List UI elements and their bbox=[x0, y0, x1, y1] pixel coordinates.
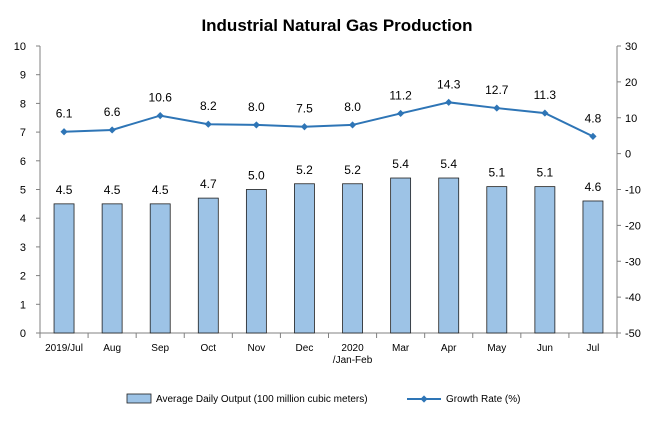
line-data-label: 11.3 bbox=[534, 88, 557, 102]
right-tick-label: 0 bbox=[625, 149, 631, 161]
line-data-label: 4.8 bbox=[585, 111, 602, 125]
bar bbox=[438, 177, 460, 334]
bar bbox=[197, 197, 219, 334]
legend-bar-swatch bbox=[126, 393, 152, 404]
legend: Average Daily Output (100 million cubic … bbox=[126, 393, 520, 405]
legend-bar-label: Average Daily Output (100 million cubic … bbox=[156, 394, 368, 405]
right-tick-label: 10 bbox=[625, 113, 637, 125]
bar-data-label: 5.2 bbox=[296, 163, 313, 177]
line-marker bbox=[348, 121, 357, 129]
right-tick-label: -40 bbox=[625, 292, 641, 304]
line-data-label: 6.1 bbox=[56, 107, 73, 121]
right-tick-label: -10 bbox=[625, 185, 641, 197]
line-data-label: 11.2 bbox=[389, 88, 412, 102]
x-tick-label: Aug bbox=[103, 343, 121, 354]
line-data-labels: 6.1 6.6 10.6 8.2 8.0 7.5 8.0 11.2 14.3 12.7 11.3 4.… bbox=[56, 77, 602, 125]
x-tick-label: 2020/Jan-Feb bbox=[333, 343, 373, 366]
bar-data-label: 4.5 bbox=[56, 183, 73, 197]
x-tick-label: Sep bbox=[151, 343, 169, 354]
line-data-label: 8.0 bbox=[344, 100, 361, 114]
legend-line-marker bbox=[420, 395, 428, 403]
line-marker bbox=[156, 111, 164, 120]
line-series bbox=[60, 98, 597, 141]
bar-data-label: 4.6 bbox=[585, 180, 602, 194]
bar-data-labels: 4.5 4.5 4.5 4.7 5.0 5.2 5.2 5.4 5.4 5.1 5.1 4.6 bbox=[56, 157, 602, 197]
x-tick-label: 2019/Jul bbox=[45, 343, 83, 354]
bar-data-label: 5.1 bbox=[488, 166, 505, 180]
bar bbox=[342, 183, 363, 334]
left-tick-label: 9 bbox=[20, 70, 26, 82]
left-tick-label: 4 bbox=[20, 213, 26, 225]
bar-series bbox=[53, 177, 604, 334]
x-tick-label: May bbox=[487, 343, 506, 354]
x-tick-label: Nov bbox=[247, 343, 265, 354]
right-tick-label: -50 bbox=[625, 328, 641, 340]
bar bbox=[101, 203, 123, 334]
bar bbox=[534, 186, 556, 334]
bar-data-label: 5.4 bbox=[440, 157, 457, 171]
right-tick-label: -30 bbox=[625, 256, 641, 268]
x-tick-label: Jul bbox=[587, 343, 600, 354]
line-marker bbox=[252, 121, 260, 129]
line-data-label: 14.3 bbox=[437, 77, 461, 91]
line-data-label: 6.6 bbox=[104, 105, 121, 119]
line-marker bbox=[60, 128, 68, 136]
bar bbox=[486, 186, 508, 334]
left-tick-label: 7 bbox=[20, 127, 26, 139]
chart-title: Industrial Natural Gas Production bbox=[201, 16, 472, 35]
line-marker bbox=[589, 132, 597, 141]
bar-data-label: 5.0 bbox=[248, 169, 265, 183]
bar-data-label: 4.5 bbox=[104, 183, 121, 197]
x-axis-ticks: 2019/Jul Aug Sep Oct Nov Dec 2020/Jan-Feb Mar Ap… bbox=[45, 343, 599, 366]
left-tick-label: 2 bbox=[20, 271, 26, 283]
line-data-label: 8.2 bbox=[200, 99, 217, 113]
bar bbox=[582, 200, 604, 334]
line-data-label: 10.6 bbox=[149, 91, 173, 105]
left-tick-label: 10 bbox=[14, 41, 26, 53]
x-tick-label: Dec bbox=[296, 343, 314, 354]
bar bbox=[390, 177, 412, 334]
x-tick-label: Oct bbox=[201, 343, 217, 354]
line-marker bbox=[300, 123, 309, 131]
axes: 0 1 2 3 4 5 6 7 8 9 10 -50 -40 -30 -20 -10 0 10 20 30 bbox=[14, 41, 641, 340]
line-marker bbox=[493, 104, 501, 112]
line-marker bbox=[445, 98, 453, 106]
left-tick-label: 0 bbox=[20, 328, 26, 340]
left-tick-label: 5 bbox=[20, 185, 26, 197]
line-data-label: 7.5 bbox=[296, 102, 313, 116]
bar-data-label: 5.2 bbox=[344, 163, 361, 177]
left-tick-label: 6 bbox=[20, 156, 26, 168]
left-tick-label: 1 bbox=[20, 299, 26, 311]
bar bbox=[294, 183, 315, 334]
legend-line-label: Growth Rate (%) bbox=[446, 394, 520, 405]
left-tick-label: 8 bbox=[20, 98, 26, 110]
bar-data-label: 4.5 bbox=[152, 183, 169, 197]
bar-data-label: 4.7 bbox=[200, 177, 217, 191]
line-marker bbox=[204, 120, 212, 128]
line-data-label: 12.7 bbox=[485, 83, 509, 97]
bar bbox=[149, 203, 171, 334]
x-tick-label: Apr bbox=[441, 343, 457, 354]
bar-data-label: 5.4 bbox=[392, 157, 409, 171]
right-tick-label: 20 bbox=[625, 77, 637, 89]
x-tick-label: Jun bbox=[537, 343, 553, 354]
right-tick-label: 30 bbox=[625, 41, 637, 53]
left-tick-label: 3 bbox=[20, 242, 26, 254]
line-marker bbox=[397, 109, 405, 118]
bar bbox=[245, 189, 267, 334]
line-data-label: 8.0 bbox=[248, 100, 265, 114]
line-marker bbox=[108, 126, 116, 134]
right-tick-label: -20 bbox=[625, 220, 641, 232]
line-marker bbox=[541, 109, 549, 117]
bar bbox=[53, 203, 75, 334]
growth-rate-line bbox=[64, 101, 594, 138]
x-tick-label: Mar bbox=[392, 343, 410, 354]
bar-data-label: 5.1 bbox=[537, 166, 554, 180]
